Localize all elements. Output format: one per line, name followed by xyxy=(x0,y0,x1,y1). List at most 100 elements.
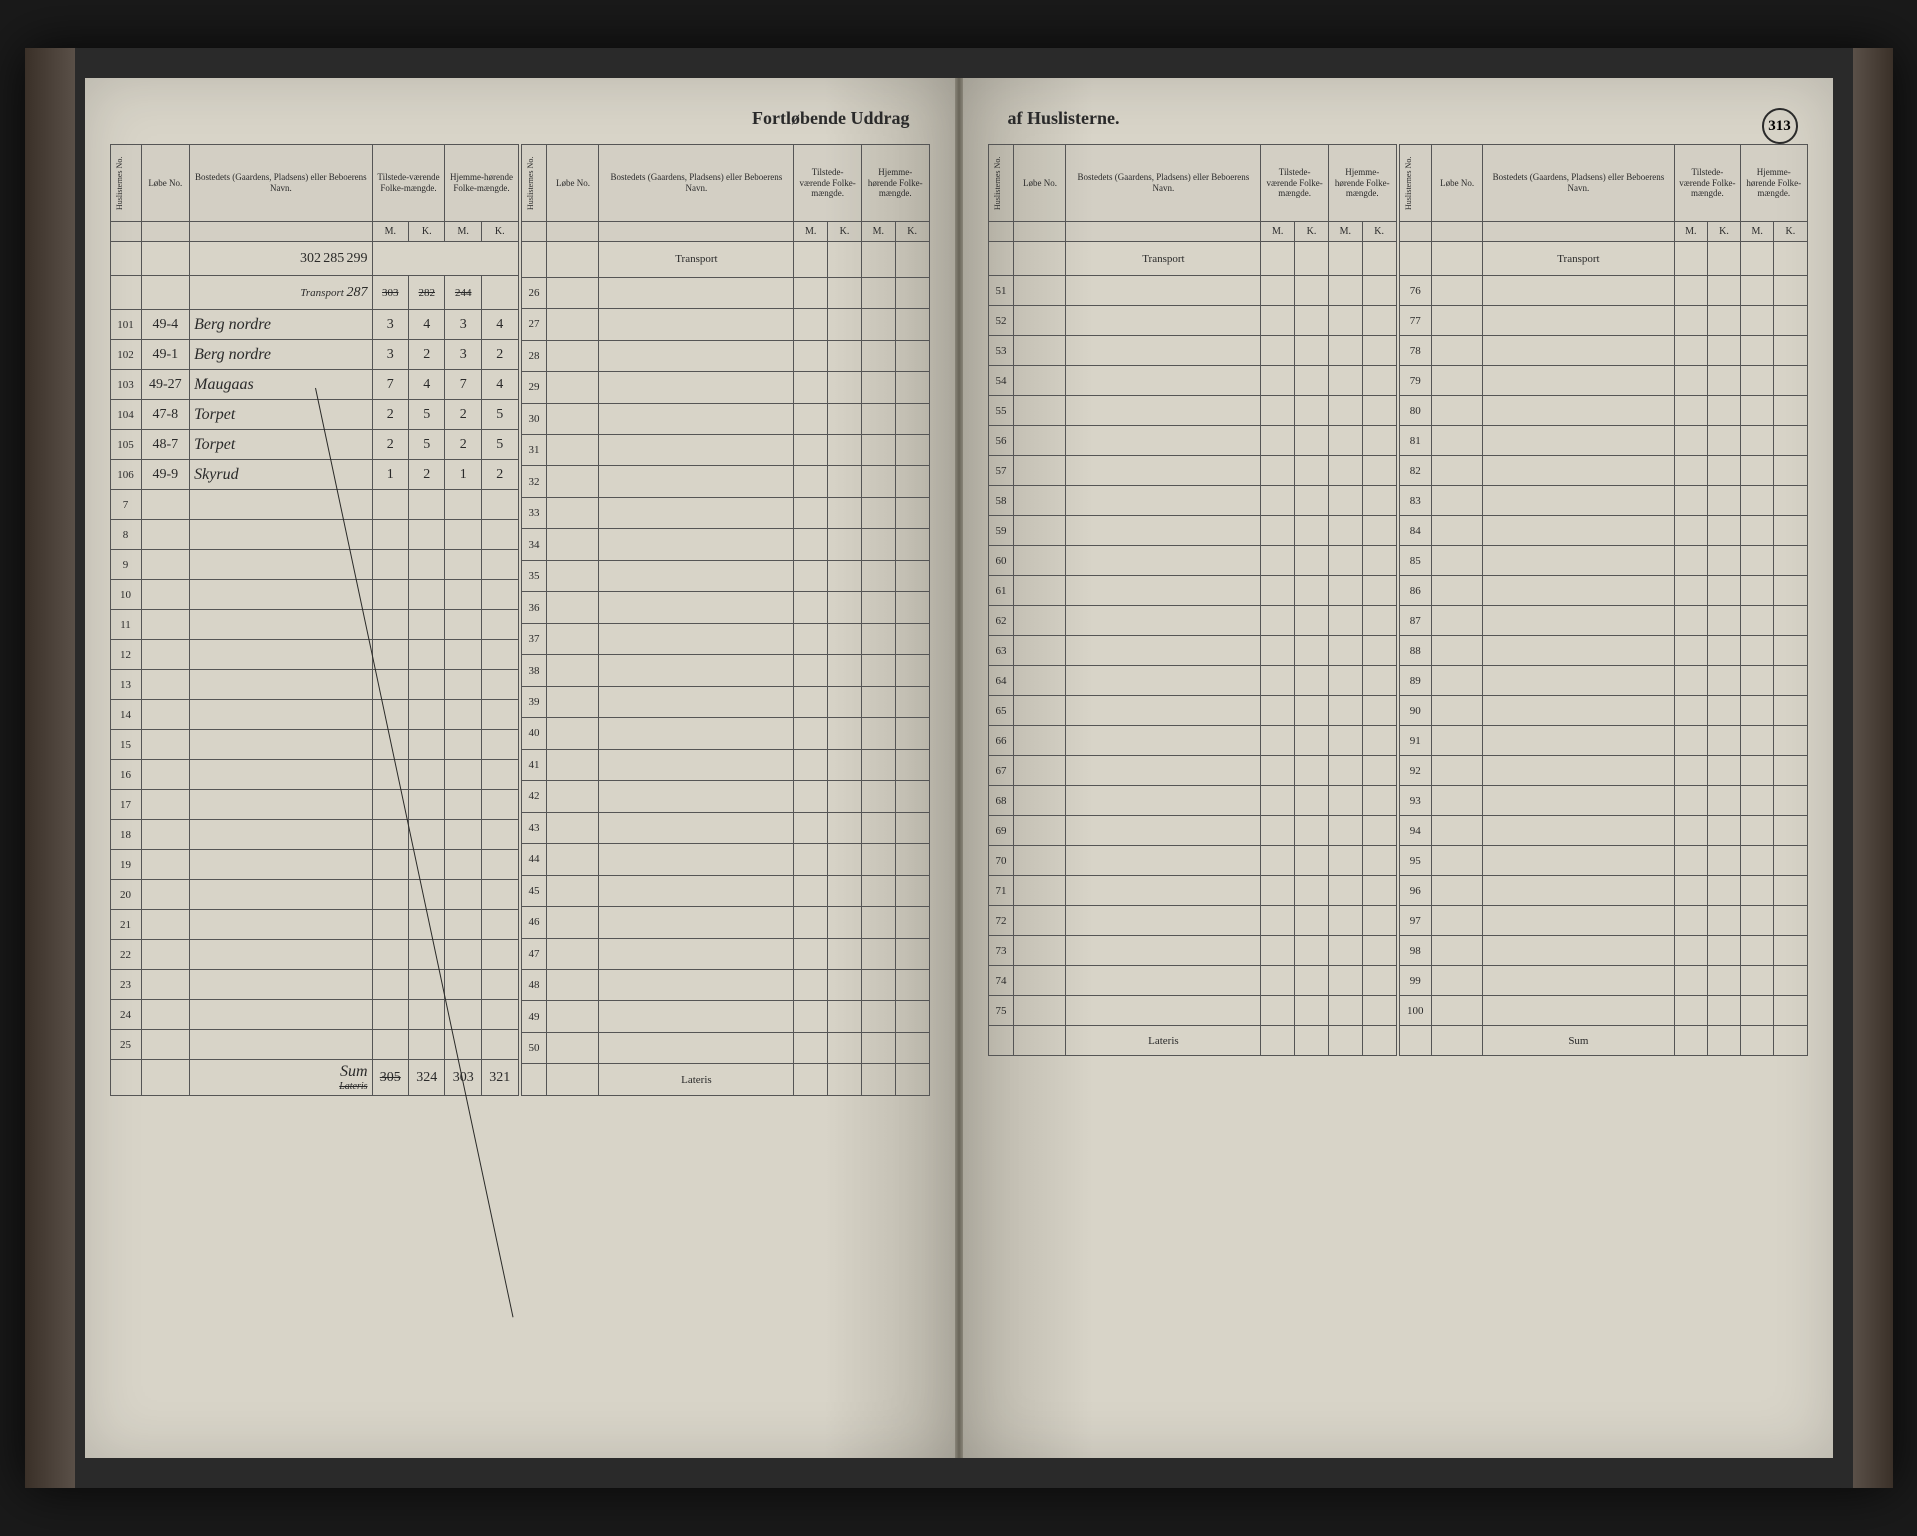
tk xyxy=(409,490,445,520)
row-num: 36 xyxy=(521,592,547,623)
hm: 3 xyxy=(445,340,481,370)
tm xyxy=(1674,666,1707,696)
lobe-no xyxy=(1014,906,1066,936)
bosted-name xyxy=(190,1030,372,1060)
lobe-no xyxy=(1014,936,1066,966)
lobe-no xyxy=(1432,456,1483,486)
table-row: 24 xyxy=(110,1000,518,1030)
hk xyxy=(895,938,929,969)
tm xyxy=(372,880,408,910)
hk xyxy=(895,875,929,906)
table-row: 105 48-7 Torpet 2 5 2 5 xyxy=(110,430,518,460)
bosted-name xyxy=(1483,456,1675,486)
lobe-no xyxy=(1014,456,1066,486)
hm xyxy=(861,309,895,340)
tm xyxy=(1674,936,1707,966)
tk xyxy=(828,686,862,717)
hk xyxy=(895,592,929,623)
bosted-name xyxy=(1483,636,1675,666)
tm xyxy=(1674,366,1707,396)
bosted-name xyxy=(599,875,794,906)
row-num: 54 xyxy=(988,366,1014,396)
hm xyxy=(445,670,481,700)
hk xyxy=(895,497,929,528)
tm xyxy=(372,640,408,670)
hk xyxy=(1774,846,1807,876)
row-num: 52 xyxy=(988,306,1014,336)
hm xyxy=(1328,666,1362,696)
table-row: 76 xyxy=(1399,276,1807,306)
bosted-name xyxy=(599,592,794,623)
bosted-name xyxy=(1066,726,1261,756)
hm: 1 xyxy=(445,460,481,490)
lobe-no xyxy=(1432,696,1483,726)
table-row: 67 xyxy=(988,756,1396,786)
hm xyxy=(1328,846,1362,876)
lobe-no xyxy=(547,686,599,717)
row-num: 66 xyxy=(988,726,1014,756)
table-row: 70 xyxy=(988,846,1396,876)
table-row: 58 xyxy=(988,486,1396,516)
table-row: 45 xyxy=(521,875,929,906)
tm xyxy=(1261,546,1295,576)
lateris-row: Lateris xyxy=(521,1064,929,1096)
row-num: 11 xyxy=(110,610,141,640)
table-row: 63 xyxy=(988,636,1396,666)
table-row: 23 xyxy=(110,970,518,1000)
bosted-name xyxy=(1483,606,1675,636)
table-row: 60 xyxy=(988,546,1396,576)
lobe-no xyxy=(1014,306,1066,336)
tm xyxy=(794,1001,828,1032)
bosted-name xyxy=(599,277,794,308)
bosted-name xyxy=(190,850,372,880)
lobe-no xyxy=(1014,786,1066,816)
bosted-name xyxy=(1483,336,1675,366)
tm xyxy=(1261,486,1295,516)
tm xyxy=(1674,306,1707,336)
table-row: 37 xyxy=(521,623,929,654)
hm xyxy=(861,812,895,843)
lobe-no xyxy=(547,1032,599,1063)
tm xyxy=(794,309,828,340)
table-row: 68 xyxy=(988,786,1396,816)
tk xyxy=(828,875,862,906)
row-num: 72 xyxy=(988,906,1014,936)
row-num: 33 xyxy=(521,497,547,528)
tm xyxy=(1261,666,1295,696)
row-num: 17 xyxy=(110,790,141,820)
tk xyxy=(1295,696,1329,726)
tm xyxy=(794,875,828,906)
hk xyxy=(1774,576,1807,606)
lobe-no xyxy=(1014,366,1066,396)
tm xyxy=(794,812,828,843)
bosted-name xyxy=(1066,846,1261,876)
table-row: 36 xyxy=(521,592,929,623)
hk xyxy=(481,1030,518,1060)
lobe-no xyxy=(141,610,190,640)
tk xyxy=(1707,456,1740,486)
tm xyxy=(1674,786,1707,816)
tk xyxy=(1707,726,1740,756)
tk xyxy=(1295,636,1329,666)
lobe-no xyxy=(1432,396,1483,426)
tk xyxy=(828,529,862,560)
page-number: 313 xyxy=(1762,108,1798,144)
table-row: 13 xyxy=(110,670,518,700)
row-num: 87 xyxy=(1399,606,1432,636)
tk xyxy=(1295,336,1329,366)
row-num: 74 xyxy=(988,966,1014,996)
lobe-no xyxy=(141,700,190,730)
table-row: 17 xyxy=(110,790,518,820)
lobe-no xyxy=(547,938,599,969)
bosted-name xyxy=(599,529,794,560)
hk xyxy=(1362,486,1396,516)
ledger-left-1: Huslisternes No. Løbe No. Bostedets (Gaa… xyxy=(110,144,519,1096)
table-row: 20 xyxy=(110,880,518,910)
hk xyxy=(481,880,518,910)
tk xyxy=(409,640,445,670)
hk xyxy=(1774,996,1807,1026)
hk xyxy=(481,850,518,880)
row-num: 104 xyxy=(110,400,141,430)
tk xyxy=(828,969,862,1000)
bosted-name xyxy=(1483,936,1675,966)
